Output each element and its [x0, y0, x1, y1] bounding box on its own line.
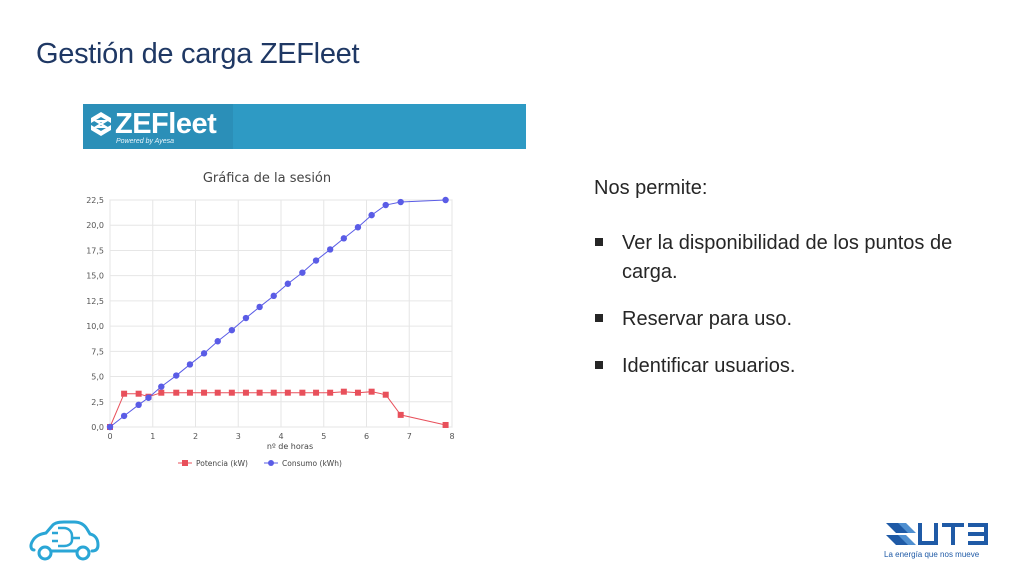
chart-point-consumo — [312, 257, 320, 264]
chart-point-consumo — [106, 423, 114, 431]
chart-y-tick-label: 17,5 — [86, 246, 104, 255]
square-bullet-icon — [595, 314, 603, 322]
chart-point-potencia — [340, 388, 347, 395]
chart-point-potencia — [158, 389, 165, 396]
list-item: Ver la disponibilidad de los puntos de c… — [594, 229, 994, 287]
chart-point-potencia — [201, 389, 208, 396]
chart-point-potencia — [256, 389, 263, 396]
chart-point-consumo — [382, 201, 389, 209]
ute-wave-icon — [886, 523, 916, 545]
chart-point-consumo — [270, 292, 277, 300]
chart-point-consumo — [368, 211, 375, 219]
chart-point-consumo — [299, 269, 306, 276]
chart-legend-marker — [268, 460, 274, 466]
chart-x-label: nº de horas — [267, 442, 313, 451]
list-item: Identificar usuarios. — [594, 352, 994, 381]
chart-y-tick-label: 12,5 — [86, 297, 104, 306]
chart-point-consumo — [242, 314, 250, 322]
chart-point-potencia — [313, 389, 320, 396]
chart-point-consumo — [120, 412, 128, 420]
chart-legend-label: Consumo (kWh) — [282, 459, 342, 468]
chart-title: Gráfica de la sesión — [203, 171, 331, 186]
chart-point-consumo — [442, 196, 449, 204]
chart-point-potencia — [299, 389, 306, 396]
slide-title: Gestión de carga ZEFleet — [36, 38, 360, 70]
chart-point-potencia — [368, 388, 375, 395]
square-bullet-icon — [595, 361, 603, 369]
chart-x-tick-label: 1 — [150, 432, 155, 441]
chart-y-tick-label: 7,5 — [91, 347, 104, 356]
chart-point-potencia — [442, 421, 449, 428]
chart-point-consumo — [340, 235, 348, 242]
chart-y-tick-label: 0,0 — [91, 423, 104, 432]
feature-list: Ver la disponibilidad de los puntos de c… — [594, 229, 994, 381]
chart-point-consumo — [135, 401, 142, 409]
chart-x-tick-label: 0 — [107, 432, 112, 441]
chart-x-tick-label: 8 — [449, 432, 454, 441]
chart-point-potencia — [327, 389, 334, 396]
chart-y-tick-label: 20,0 — [86, 221, 104, 230]
chart-point-consumo — [326, 246, 334, 253]
session-chart: Gráfica de la sesión 0,0 2,5 5,0 7,5 10,0 12,… — [86, 171, 454, 468]
electric-car-icon — [29, 520, 100, 561]
chart-y-tick-label: 15,0 — [86, 272, 104, 281]
zefleet-logo-banner: ZEFleet Powered by Ayesa — [83, 104, 526, 149]
chart-y-tick-label: 2,5 — [91, 398, 104, 407]
square-bullet-icon — [595, 238, 603, 246]
list-item: Reservar para uso. — [594, 305, 994, 334]
chart-point-consumo — [200, 350, 208, 357]
chart-legend-label: Potencia (kW) — [196, 459, 248, 468]
chart-x-tick-label: 2 — [193, 432, 198, 441]
chart-point-potencia — [173, 389, 180, 396]
chart-point-potencia — [214, 389, 221, 396]
chart-x-tick-label: 4 — [278, 432, 283, 441]
chart-point-potencia — [382, 391, 389, 398]
chart-point-potencia — [121, 390, 128, 397]
chart-y-tick-label: 10,0 — [86, 322, 104, 331]
intro-text: Nos permite: — [594, 177, 708, 199]
chart-point-consumo — [158, 383, 165, 390]
chart-point-consumo — [145, 394, 152, 401]
chart-point-consumo — [173, 372, 180, 379]
chart-x-tick-label: 3 — [236, 432, 241, 441]
list-item-text: Reservar para uso. — [622, 308, 793, 330]
chart-legend-marker — [182, 460, 188, 466]
zefleet-mark-icon — [91, 112, 111, 136]
chart-point-consumo — [186, 361, 194, 368]
chart-point-potencia — [228, 389, 235, 396]
ute-logo — [886, 523, 988, 545]
chart-point-consumo — [256, 303, 263, 311]
zefleet-brand: ZEFleet — [115, 108, 217, 140]
chart-y-tick-label: 5,0 — [91, 373, 104, 382]
chart-point-potencia — [242, 389, 249, 396]
chart-point-consumo — [214, 338, 221, 345]
chart-point-potencia — [284, 389, 291, 396]
content-panel: Nos permite: Ver la disponibilidad de lo… — [594, 174, 994, 399]
zefleet-tagline: Powered by Ayesa — [116, 138, 175, 145]
zefleet-logo: ZEFleet Powered by Ayesa — [83, 104, 233, 149]
chart-point-potencia — [186, 389, 193, 396]
chart-x-tick-label: 7 — [407, 432, 412, 441]
chart-point-potencia — [135, 390, 142, 397]
chart-point-consumo — [284, 280, 292, 287]
chart-point-consumo — [228, 326, 236, 334]
chart-point-potencia — [354, 389, 361, 396]
chart-point-potencia — [270, 389, 277, 396]
ute-tagline: La energía que nos mueve — [884, 550, 980, 559]
chart-point-potencia — [397, 411, 404, 418]
chart-point-consumo — [397, 198, 404, 206]
chart-x-tick-label: 6 — [364, 432, 369, 441]
list-item-text: Identificar usuarios. — [622, 355, 796, 377]
chart-y-tick-label: 22,5 — [86, 196, 104, 205]
list-item-text: Ver la disponibilidad de los puntos de c… — [622, 232, 953, 283]
chart-point-consumo — [354, 224, 362, 231]
chart-x-tick-label: 5 — [321, 432, 326, 441]
